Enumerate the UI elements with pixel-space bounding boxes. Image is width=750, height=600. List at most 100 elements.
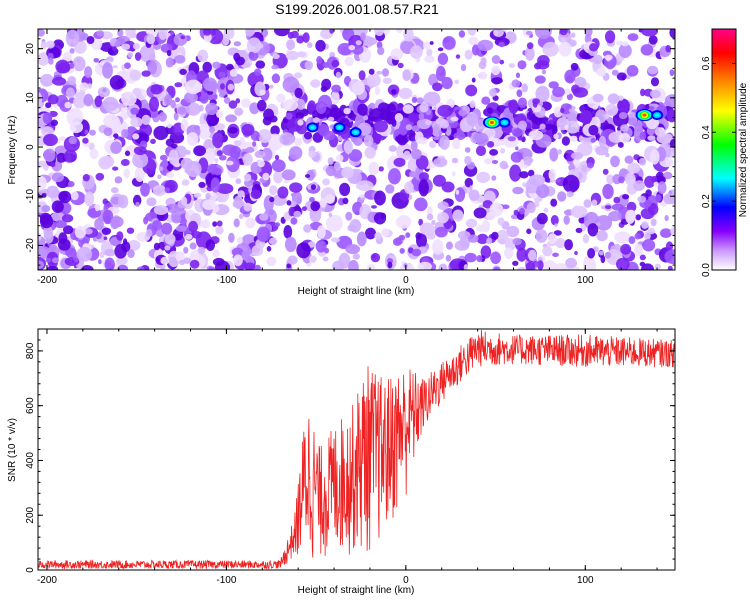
heatmap-cell [286,39,296,51]
heatmap-cell [663,171,673,180]
heatmap-cell [507,100,516,108]
colorbar-tick-label: 0.0 [701,263,712,277]
heatmap-cell [397,62,404,69]
heatmap-cell [243,173,252,182]
heatmap-cell [114,176,123,184]
heatmap-cell [586,162,594,169]
heatmap-cell [611,69,619,76]
heatmap-cell [669,69,675,77]
heatmap-cell [76,246,93,262]
heatmap-cell [563,88,571,96]
heatmap-cell [38,29,45,37]
heatmap-cell [347,224,357,232]
heatmap-cell [216,220,223,227]
heatmap-cell [48,57,54,65]
heatmap-cell [226,160,234,166]
heatmap-cell [111,187,119,194]
heatmap-cell [250,189,262,199]
heatmap-cell [512,128,523,138]
heatmap-cell [331,59,340,68]
heatmap-cell [476,233,489,245]
heatmap-cell [550,198,558,207]
heatmap-cell [82,174,90,182]
heatmap-cell [640,44,654,56]
heatmap-cell [624,172,636,186]
heatmap-cell [147,60,157,75]
heatmap-x-tick-label: 0 [403,275,409,286]
heatmap-cell [616,72,627,81]
heatmap-y-tick-label: -20 [25,238,36,253]
heatmap-cell [600,255,606,264]
heatmap-cell [40,41,48,50]
heatmap-cell [513,209,519,216]
heatmap-cell [50,119,58,127]
heatmap-cell [526,111,535,120]
heatmap-cell [206,112,220,127]
heatmap-cell [59,136,66,141]
heatmap-cell [517,97,528,109]
heatmap-cell [641,29,658,37]
heatmap-cell [213,167,222,176]
heatmap-cell [438,130,443,135]
heatmap-cell [177,106,187,115]
colorbar: 0.0 0.2 0.4 0.6 Normalized spectral amplitu… [701,28,749,277]
heatmap-cell [238,213,244,219]
heatmap-cell [508,63,515,69]
heatmap-cell [493,29,504,37]
heatmap-cell [596,222,601,227]
snr-y-tick-label: 800 [25,342,36,359]
heatmap-cell [437,104,454,117]
heatmap-cell [622,194,630,200]
heatmap-cell [647,227,656,235]
heatmap-cell [96,30,105,37]
heatmap-cell [343,140,354,154]
heatmap-cell [592,54,603,65]
heatmap-cell [117,194,129,209]
heatmap-cell [512,186,524,195]
heatmap-cell [38,92,43,107]
heatmap-cell [218,71,226,78]
heatmap-cell [254,264,261,270]
heatmap-cell [296,98,306,110]
heatmap-cell [228,100,238,109]
heatmap-cell [574,251,578,255]
heatmap-cell [252,141,257,147]
heatmap-cell [451,157,459,164]
heatmap-cell [416,233,427,248]
heatmap-cell [458,30,466,38]
heatmap-cell [583,199,592,208]
heatmap-cell [140,182,150,197]
heatmap-frame [37,28,676,271]
heatmap-cell [627,162,641,174]
heatmap-cell [446,241,453,250]
heatmap-cell [329,29,335,34]
heatmap-cell [616,257,630,270]
heatmap-cell [583,255,595,270]
heatmap-cell [512,260,519,266]
heatmap-cell [653,181,659,187]
heatmap-cell [158,112,167,122]
heatmap-cell [241,123,255,136]
heatmap-cell [669,29,675,39]
heatmap-cell [82,137,89,144]
heatmap-cell [219,92,225,98]
heatmap-cell [569,135,578,142]
heatmap-cell [134,52,142,61]
heatmap-cell [441,181,455,193]
heatmap-cell [322,256,329,262]
heatmap-cell [536,212,548,225]
heatmap-cell [341,166,354,179]
heatmap-cell [439,135,450,150]
heatmap-cell [432,174,446,187]
heatmap-cell [506,225,520,238]
heatmap-cell [47,94,59,105]
heatmap-cell [269,115,278,123]
heatmap-cell [373,120,388,133]
heatmap-cell [633,120,643,130]
heatmap-cell [166,122,172,129]
heatmap-cell [642,239,656,252]
heatmap-cell [553,263,569,270]
heatmap-cell [418,179,429,197]
heatmap-cell [208,266,216,270]
